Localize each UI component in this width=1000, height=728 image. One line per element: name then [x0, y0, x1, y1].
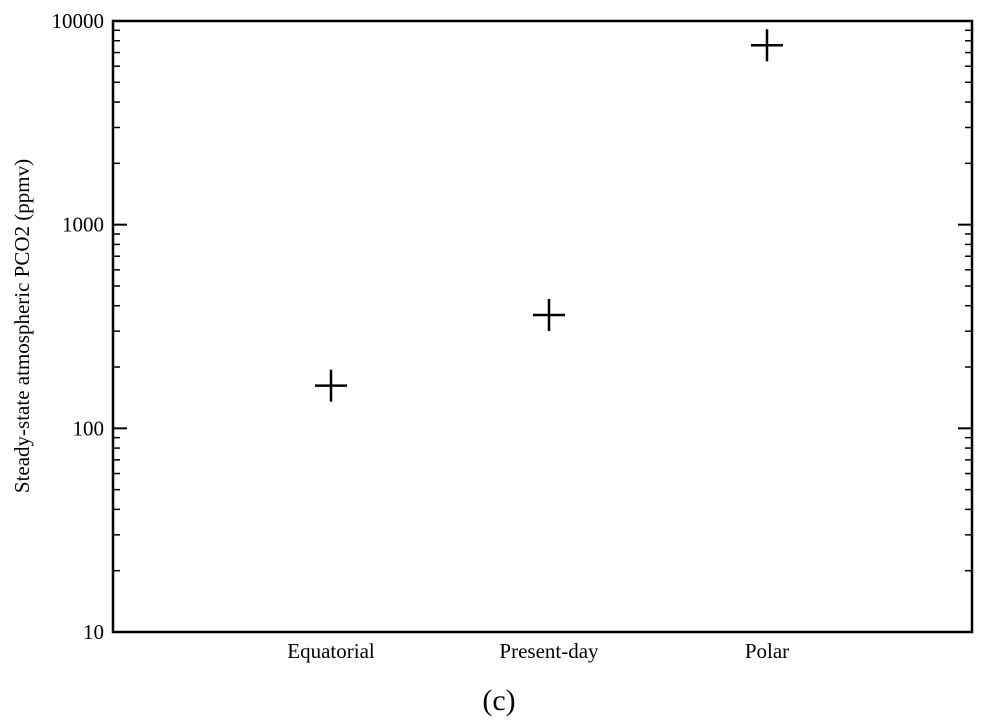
y-tick-label: 1000 — [62, 213, 104, 237]
panel-label: (c) — [482, 684, 515, 717]
y-tick-label: 10 — [83, 620, 104, 644]
x-tick-labels: Equatorial Present-day Polar — [287, 639, 789, 663]
x-tick-label: Equatorial — [287, 639, 375, 663]
minor-ticks — [113, 29, 972, 572]
y-tick-labels: 10 100 1000 10000 — [52, 9, 105, 644]
y-tick-label: 100 — [73, 416, 105, 440]
y-axis-title: Steady-state atmospheric PCO2 (ppmv) — [10, 159, 34, 493]
data-point-marker — [751, 29, 783, 62]
major-ticks — [113, 20, 972, 633]
data-points — [315, 29, 783, 402]
data-point-marker — [315, 369, 347, 402]
y-tick-label: 10000 — [52, 9, 105, 33]
x-tick-label: Present-day — [499, 639, 599, 663]
plot-frame — [111, 19, 974, 634]
data-point-marker — [533, 299, 565, 332]
x-tick-label: Polar — [745, 639, 789, 663]
